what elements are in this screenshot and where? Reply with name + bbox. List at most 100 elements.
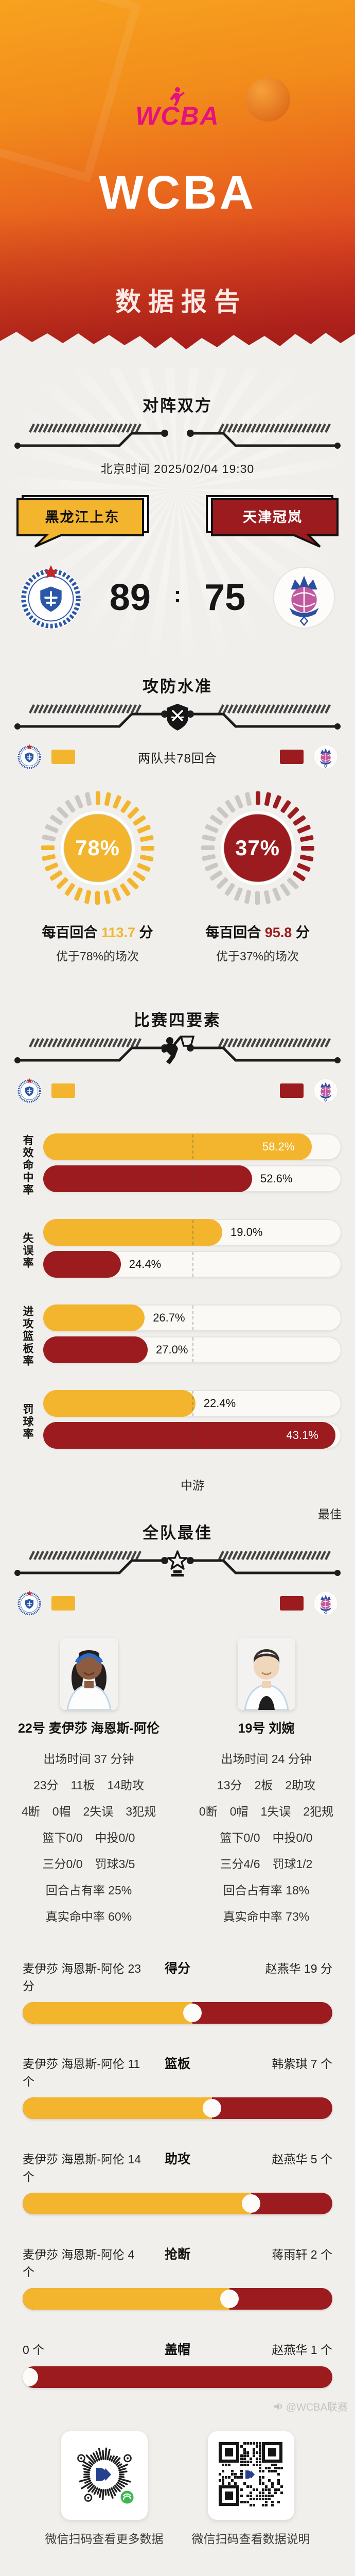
factor-group: 进攻篮板率 26.7% 27.0% bbox=[11, 1304, 342, 1368]
away-player-value: 韩紫琪 7 个 bbox=[272, 2057, 332, 2071]
factor-value: 43.1% bbox=[286, 1429, 318, 1442]
percentile-note: 优于37%的场次 bbox=[216, 950, 299, 963]
stat-token: 回合占有率 18% bbox=[223, 1884, 310, 1897]
level-title: 攻防水准 bbox=[143, 677, 212, 696]
factor-label: 罚球率 bbox=[22, 1403, 33, 1440]
home-player-value: 麦伊莎 海恩斯-阿伦 23 分 bbox=[23, 1962, 141, 1993]
efficiency-gauges: 78% 每百回合 113.7 分 优于78%的场次 37% 每百回合 95.8 … bbox=[0, 788, 355, 964]
four-factors-section: 比赛四要素 有效命中率 58.2% 52.6% 失误率 19.0% 24.4% 进攻… bbox=[0, 1007, 355, 1521]
away-color-swatch bbox=[280, 750, 304, 764]
hero-header: WCBA WCBA 数据报告 bbox=[0, 0, 355, 349]
page-title: WCBA bbox=[98, 166, 257, 219]
factor-bar-fill bbox=[43, 1304, 145, 1331]
league-average-dash bbox=[192, 1166, 193, 1191]
stat-name: 助攻 bbox=[164, 2152, 190, 2166]
home-color-swatch bbox=[51, 1596, 75, 1611]
stat-token: 出场时间 37 分钟 bbox=[43, 1752, 134, 1766]
home-share bbox=[23, 2193, 251, 2214]
stat-token: 3犯规 bbox=[126, 1805, 156, 1818]
away-best-player-card: 19号 刘婉 出场时间 24 分钟 13分 2板 2助攻 0断 0帽 1失误 2犯规 篮下0/0… bbox=[177, 1638, 355, 1924]
gauge-tick-ring bbox=[41, 791, 154, 905]
home-player-value: 麦伊莎 海恩斯-阿伦 4 个 bbox=[23, 2248, 135, 2279]
home-team-logo bbox=[17, 1078, 42, 1103]
page-subtitle: 数据报告 bbox=[115, 287, 247, 316]
stat-token: 2犯规 bbox=[303, 1805, 334, 1818]
stat-token: 1失误 bbox=[260, 1805, 291, 1818]
level-legend: 两队共78回合 bbox=[0, 743, 355, 771]
comparison-bar bbox=[23, 2002, 332, 2024]
stat-token: 三分4/6 bbox=[220, 1857, 260, 1871]
best-divider bbox=[0, 1547, 355, 1579]
player-stat-line: 三分0/0 罚球3/5 bbox=[0, 1854, 177, 1872]
rootai-mini-logo bbox=[96, 2467, 111, 2481]
player-stat-line: 真实命中率 73% bbox=[177, 1907, 355, 1924]
factor-label: 有效命中率 bbox=[22, 1134, 33, 1196]
home-score: 89 bbox=[109, 577, 151, 618]
player-stat-line: 篮下0/0 中投0/0 bbox=[0, 1828, 177, 1845]
stat-token: 2失误 bbox=[83, 1805, 114, 1818]
player-stat-line: 0断 0帽 1失误 2犯规 bbox=[177, 1802, 355, 1819]
split-notch bbox=[183, 2004, 202, 2022]
away-team-logo bbox=[312, 743, 340, 771]
factor-value: 22.4% bbox=[203, 1397, 236, 1410]
factors-axis: 中游 最佳 bbox=[43, 1476, 342, 1521]
stat-token: 罚球3/5 bbox=[95, 1857, 135, 1871]
league-average-dash bbox=[192, 1252, 193, 1277]
stat-token: 11板 bbox=[70, 1778, 95, 1792]
player-stat-line: 回合占有率 18% bbox=[177, 1880, 355, 1898]
comparison-row: 麦伊莎 海恩斯-阿伦 4 个 抢断 蒋雨轩 2 个 bbox=[0, 2244, 355, 2310]
factor-bar-track: 26.7% bbox=[43, 1304, 342, 1331]
away-team-logo bbox=[312, 1589, 340, 1617]
basketball-player-icon bbox=[162, 1036, 195, 1064]
best-legend bbox=[0, 1589, 355, 1617]
miniprogram-qr-graphic bbox=[77, 2447, 135, 2505]
home-player-value: 麦伊莎 海恩斯-阿伦 14 个 bbox=[23, 2153, 141, 2183]
split-notch bbox=[23, 2368, 39, 2386]
home-player-photo bbox=[60, 1638, 118, 1710]
stat-token: 回合占有率 25% bbox=[45, 1884, 132, 1897]
home-efficiency-gauge: 78% 每百回合 113.7 分 优于78%的场次 bbox=[26, 788, 170, 964]
stat-token: 14助攻 bbox=[107, 1778, 145, 1792]
comparison-row: 麦伊莎 海恩斯-阿伦 23 分 得分 赵燕华 19 分 bbox=[0, 1958, 355, 2024]
factors-title: 比赛四要素 bbox=[134, 1011, 221, 1029]
shield-icon bbox=[167, 704, 188, 731]
stat-token: 真实命中率 73% bbox=[223, 1910, 310, 1923]
away-efficiency-gauge: 37% 每百回合 95.8 分 优于37%的场次 bbox=[186, 788, 330, 964]
stat-token: 篮下0/0 bbox=[220, 1831, 260, 1844]
home-team-logo bbox=[17, 1590, 42, 1616]
away-banner-shape bbox=[206, 495, 339, 548]
player-stat-line: 三分4/6 罚球1/2 bbox=[177, 1854, 355, 1872]
team-best-section: 全队最佳 bbox=[0, 1520, 355, 2388]
score-row: 89 : 75 bbox=[0, 562, 355, 633]
matchup-title: 对阵双方 bbox=[143, 397, 212, 415]
stat-token: 0帽 bbox=[229, 1805, 248, 1818]
split-notch bbox=[241, 2194, 260, 2213]
factor-bar-fill bbox=[43, 1422, 336, 1449]
player-stat-line: 篮下0/0 中投0/0 bbox=[177, 1828, 355, 1845]
factors-divider bbox=[0, 1035, 355, 1066]
home-team-banner: 黑龙江上东 bbox=[13, 494, 151, 549]
player-stat-line: 4断 0帽 2失误 3犯规 bbox=[0, 1802, 177, 1819]
factor-bar-fill bbox=[43, 1219, 222, 1246]
axis-mid-label: 中游 bbox=[181, 1479, 204, 1492]
factor-bar-track: 19.0% bbox=[43, 1219, 342, 1246]
comparison-row: 麦伊莎 海恩斯-阿伦 14 个 助攻 赵燕华 5 个 bbox=[0, 2149, 355, 2214]
section-divider bbox=[14, 423, 341, 449]
qr-section: 微信扫码查看更多数据 微信扫码查看数据说明 bbox=[0, 2431, 355, 2547]
comparison-row: 0 个 盖帽 赵燕华 1 个 bbox=[0, 2340, 355, 2388]
best-title: 全队最佳 bbox=[143, 1524, 212, 1542]
league-average-dash bbox=[192, 1337, 193, 1362]
factors-legend bbox=[0, 1077, 355, 1105]
watermark-text: @WCBA联赛 bbox=[286, 2402, 348, 2413]
away-color-swatch bbox=[280, 1596, 304, 1611]
away-player-name: 19号 刘婉 bbox=[238, 1721, 295, 1736]
stat-token: 罚球1/2 bbox=[272, 1857, 313, 1871]
standard-qr-graphic bbox=[218, 2442, 283, 2506]
team-banners: 黑龙江上东 天津冠岚 bbox=[0, 494, 355, 549]
home-player-value: 麦伊莎 海恩斯-阿伦 11 个 bbox=[23, 2057, 140, 2088]
gauge-percent: 78% bbox=[75, 836, 120, 860]
stat-token: 篮下0/0 bbox=[42, 1831, 83, 1844]
factor-bar-fill bbox=[43, 1251, 121, 1278]
away-team-logo bbox=[313, 744, 338, 769]
player-stat-line: 13分 2板 2助攻 bbox=[177, 1775, 355, 1793]
